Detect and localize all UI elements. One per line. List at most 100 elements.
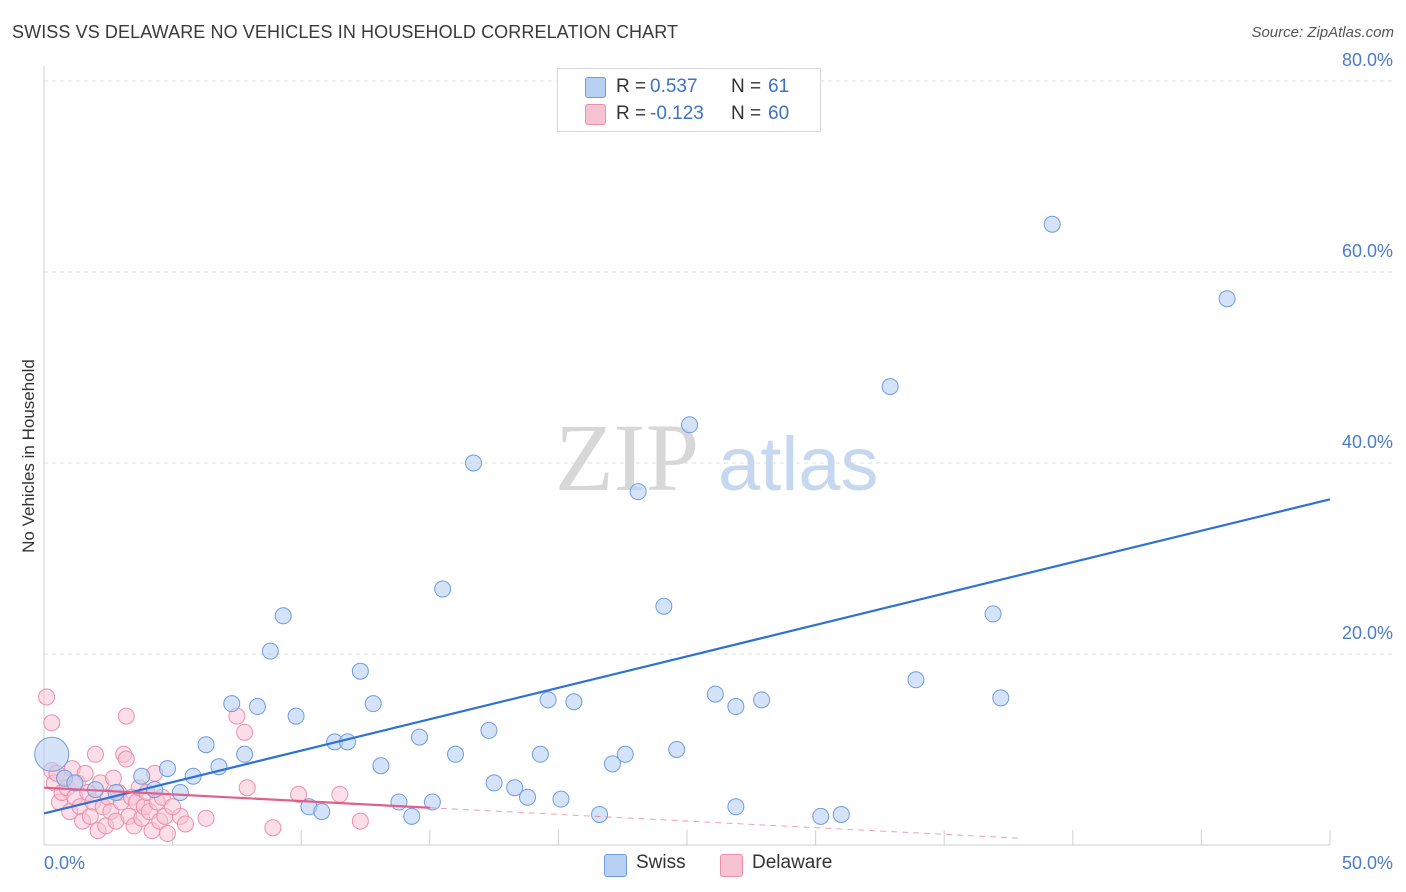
swiss-point (519, 788, 537, 806)
delaware-trend-line (43, 786, 430, 809)
y-tick-label: 40.0% (1342, 432, 1393, 452)
delaware-point (331, 785, 349, 803)
swiss-legend-label: Swiss (636, 852, 686, 873)
trend-lines (43, 498, 1331, 839)
legend-row-delaware: R = -0.123 N = 60 (558, 100, 820, 128)
swiss-point (248, 698, 266, 716)
swiss-point (133, 767, 151, 785)
delaware-point (158, 825, 176, 843)
swiss-r-label: R = (616, 76, 647, 97)
swiss-point (390, 793, 408, 811)
swiss-n-label: N = (731, 76, 762, 97)
delaware-point (176, 815, 194, 833)
swiss-point (565, 693, 583, 711)
chart-title: SWISS VS DELAWARE NO VEHICLES IN HOUSEHO… (12, 22, 679, 42)
swiss-trend-line (43, 498, 1331, 815)
swiss-point (197, 736, 215, 754)
swiss-point (338, 733, 356, 751)
swiss-point (411, 728, 429, 746)
swiss-point (539, 691, 557, 709)
swiss-point (223, 695, 241, 713)
delaware-point (86, 745, 104, 763)
swiss-point (812, 807, 830, 825)
swiss-point (655, 597, 673, 615)
swiss-point (261, 642, 279, 660)
swiss-r-value: 0.537 (650, 76, 698, 97)
delaware-swatch (585, 104, 606, 125)
swiss-point (506, 779, 524, 797)
swiss-point (236, 745, 254, 763)
delaware-n-value: 60 (768, 103, 790, 124)
swiss-point (447, 745, 465, 763)
delaware-point (38, 688, 56, 706)
swiss-point (681, 416, 699, 434)
swiss-point (313, 803, 331, 821)
swiss-point (1218, 290, 1236, 308)
swiss-point (603, 755, 621, 773)
swiss-point (552, 790, 570, 808)
delaware-point (290, 785, 308, 803)
delaware-n-label: N = (731, 103, 762, 124)
swiss-point (668, 741, 686, 758)
delaware-point (104, 769, 122, 787)
swiss-point (403, 807, 421, 825)
swiss-point (984, 605, 1002, 623)
swiss-point (480, 721, 498, 739)
watermark-zip: ZIP (555, 404, 699, 511)
delaware-point (238, 779, 256, 797)
delaware-point (236, 723, 254, 741)
swiss-point (753, 691, 771, 709)
swiss-point (66, 774, 84, 792)
swiss-swatch (585, 77, 606, 98)
swiss-point (531, 745, 549, 763)
swiss-n-value: 61 (768, 76, 790, 97)
y-tick-label: 20.0% (1342, 623, 1393, 643)
swiss-point (485, 774, 503, 792)
x-tick-label: 50.0% (1342, 853, 1393, 873)
delaware-legend-label: Delaware (752, 852, 833, 873)
tick-labels: 20.0% 40.0% 60.0% 80.0% 0.0% 50.0% (44, 50, 1393, 873)
swiss-point (465, 454, 483, 472)
delaware-point (264, 819, 282, 837)
swiss-point (629, 483, 647, 501)
y-tick-label: 60.0% (1342, 241, 1393, 261)
x-tick-label: 0.0% (44, 853, 85, 873)
swiss-point (1043, 215, 1061, 233)
swiss-point (616, 745, 634, 763)
swiss-points (34, 215, 1236, 825)
watermark-atlas: atlas (718, 422, 879, 507)
swiss-point (287, 707, 305, 725)
legend-row-swiss: R = 0.537 N = 61 (558, 73, 820, 101)
y-tick-label: 80.0% (1342, 50, 1393, 70)
swiss-point (706, 685, 724, 703)
delaware-point (43, 714, 61, 732)
delaware-point (117, 750, 135, 768)
source-label: Source: ZipAtlas.com (1251, 24, 1394, 41)
swiss-point (423, 793, 441, 811)
swiss-point (591, 805, 609, 823)
swiss-point (881, 378, 899, 396)
swiss-point (274, 607, 292, 625)
swiss-point (158, 760, 176, 778)
swiss-point (992, 689, 1010, 707)
delaware-point (351, 812, 369, 830)
grid-lines (44, 80, 1392, 655)
swiss-point (351, 662, 369, 680)
swiss-point (171, 783, 189, 801)
swiss-point (364, 695, 382, 713)
swiss-point (372, 757, 390, 775)
swiss-point (434, 580, 452, 598)
swiss-point (907, 671, 925, 689)
swiss-point (34, 736, 70, 772)
swiss-point (727, 698, 745, 716)
axes (43, 66, 1331, 846)
delaware-point (197, 809, 215, 827)
delaware-r-label: R = (616, 103, 647, 124)
swiss-legend-swatch (604, 854, 627, 877)
delaware-point (164, 798, 182, 816)
swiss-point (727, 798, 745, 816)
delaware-r-value: -0.123 (650, 103, 704, 124)
delaware-point (117, 707, 135, 725)
y-axis-label: No Vehicles in Household (19, 359, 38, 553)
